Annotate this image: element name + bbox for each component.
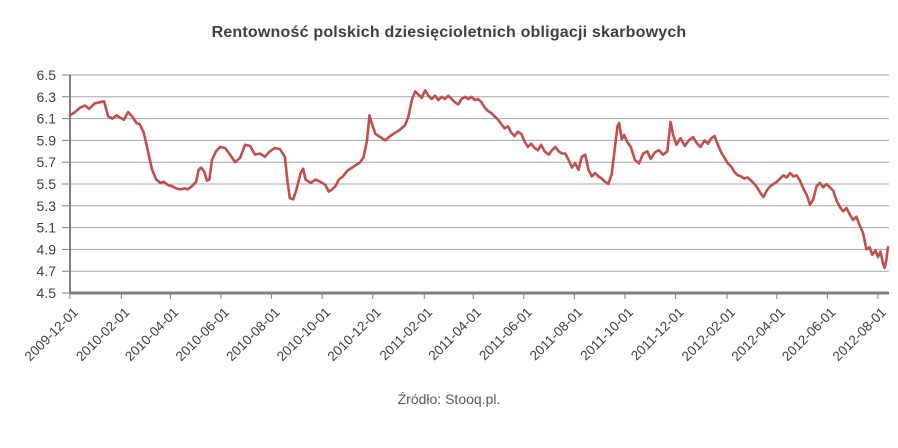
y-axis-labels: 4.5 4.7 4.9 5.1 5.3 5.5 5.7 5.9 6.1 6.3 6.5 [37, 67, 57, 301]
y-tick-label: 6.1 [37, 111, 57, 127]
x-tick-label: 2012-04-01 [728, 305, 787, 364]
y-tick-label: 5.9 [37, 132, 57, 148]
x-tick-label: 2011-04-01 [426, 305, 485, 364]
y-tick-label: 5.5 [37, 176, 57, 192]
x-tick-label: 2012-06-01 [779, 305, 838, 364]
x-tick-label: 2011-10-01 [577, 305, 636, 364]
x-tick-label: 2009-12-01 [22, 305, 81, 364]
x-tick-label: 2011-08-01 [527, 305, 586, 364]
x-tick-label: 2010-04-01 [122, 305, 181, 364]
y-tick-label: 4.7 [37, 263, 57, 279]
y-tick-label: 6.3 [37, 89, 57, 105]
x-axis-ticks [69, 293, 879, 299]
gridlines [70, 74, 889, 295]
x-tick-label: 2010-12-01 [324, 305, 383, 364]
y-tick-label: 5.3 [37, 198, 57, 214]
y-tick-label: 4.9 [37, 241, 57, 257]
chart-title: Rentowność polskich dziesięcioletnich ob… [211, 24, 687, 41]
y-tick-label: 5.7 [37, 154, 57, 170]
y-tick-label: 5.1 [37, 220, 57, 236]
x-tick-label: 2011-12-01 [628, 305, 687, 364]
y-tick-label: 4.5 [37, 285, 57, 301]
yield-series-line [68, 89, 890, 270]
x-tick-label: 2010-10-01 [274, 305, 333, 364]
y-tick-label: 6.5 [37, 67, 57, 83]
x-tick-label: 2012-08-01 [830, 305, 889, 364]
x-tick-label: 2010-06-01 [173, 305, 232, 364]
x-tick-label: 2010-08-01 [223, 305, 282, 364]
x-axis-labels: 2009-12-012010-02-012010-04-012010-06-01… [22, 305, 889, 364]
source-caption: Źródło: Stooq.pl. [397, 391, 501, 407]
x-tick-label: 2011-06-01 [476, 305, 535, 364]
y-axis-ticks [62, 74, 70, 294]
